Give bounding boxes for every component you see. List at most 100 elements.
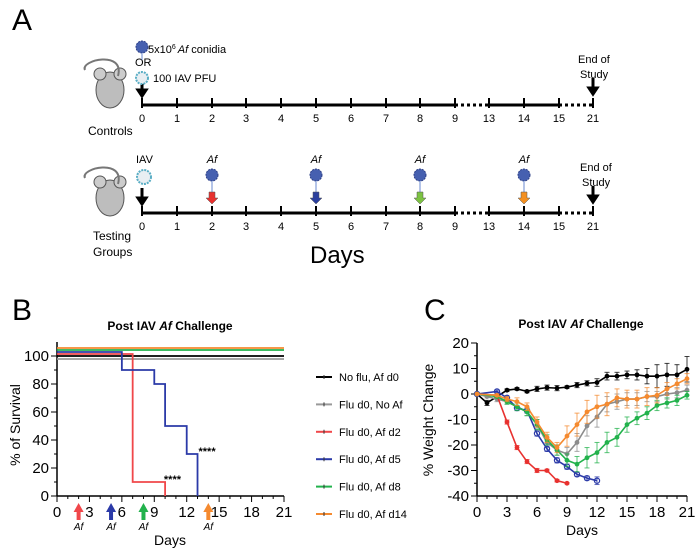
panel-c-label: C [424,294,446,327]
end-study-label-top: End of [578,54,611,66]
data-point [614,373,620,379]
data-point [484,400,490,406]
chart-b-xlabel: Days [154,532,186,548]
timeline-tick-label: 7 [383,113,389,125]
data-point [564,384,570,390]
data-point [554,478,560,484]
data-point [654,403,660,408]
data-point [594,450,600,456]
chart-b-ylabel: % of Survival [7,384,23,466]
data-point [684,376,690,382]
timeline-tick-label: 9 [452,113,458,125]
arrow-down-icon [135,188,149,207]
data-point [574,422,580,428]
data-point [684,392,690,398]
mouse-ear-icon [93,175,107,189]
af-arrow-label: Af [138,522,150,533]
pfu-label: 100 IAV PFU [153,73,216,85]
y-tick-label: -30 [447,463,469,480]
data-point [514,445,520,450]
af-arrow-label: Af [203,522,215,533]
data-point [504,396,510,402]
data-point [664,372,670,378]
y-tick-label: -20 [447,437,469,454]
data-point [664,386,670,392]
controls-label: Controls [88,124,133,138]
data-point [594,404,600,410]
data-point [674,397,680,403]
y-tick-label: 20 [452,335,469,352]
arrow-down-icon [586,186,600,205]
af-arrow-icon [138,503,149,520]
timeline-tick-label: 15 [553,221,565,233]
weight-line-2 [476,393,568,485]
timeline-tick-label: 4 [278,113,284,125]
data-point [534,386,540,392]
data-point [614,434,620,440]
data-point [624,372,630,378]
legend-label: Flu d0, Af d5 [339,454,401,466]
data-point [514,386,520,392]
timeline-tick-label: 15 [553,113,565,125]
data-point [674,372,680,378]
timeline-tick-label: 14 [518,113,530,125]
x-tick-label: 0 [53,504,61,521]
virus-icon [135,71,149,85]
legend-label: No flu, Af d0 [339,372,399,384]
conidia-icon [517,168,531,182]
x-tick-label: 12 [589,504,606,521]
data-point [654,373,660,379]
y-tick-label: -10 [447,412,469,429]
data-point [574,440,580,445]
mouse-icon [95,71,125,109]
timeline-tick-label: 6 [348,113,354,125]
data-point [564,433,570,439]
significance-annotation: **** [164,474,182,486]
data-point [544,434,550,440]
timeline-tick-label: 8 [417,221,423,233]
data-point [644,410,650,416]
iav-label: IAV [136,154,154,166]
mouse-ear-icon [93,67,107,81]
data-point [574,461,580,467]
x-tick-label: 21 [679,504,696,521]
timeline-tick-label: 2 [209,113,215,125]
study-label-bottom: Study [582,177,611,189]
significance-annotation: **** [198,446,216,458]
timeline-tick-label: 3 [243,221,249,233]
af-arrow-icon [106,503,117,520]
data-point [504,387,510,393]
data-point [533,430,541,437]
days-label: Days [310,242,365,269]
data-point [564,457,570,463]
timeline-tick-label: 1 [174,221,180,233]
x-tick-label: 15 [619,504,636,521]
data-point [634,415,640,421]
timeline-tick-label: 8 [417,113,423,125]
study-label-top: Study [580,69,609,81]
data-point [583,474,591,482]
data-point [584,409,590,415]
data-point [684,366,690,372]
x-tick-label: 3 [503,504,511,521]
data-point [674,390,680,396]
data-point [543,445,551,453]
timeline-tick-label: 2 [209,221,215,233]
x-tick-label: 15 [211,504,228,521]
end-study-label-bottom: End of [580,162,613,174]
data-point [604,440,610,445]
timeline-tick-label: 21 [587,221,599,233]
panel-a-label: A [12,4,32,37]
mouse-icon [95,179,125,217]
conidia-icon [205,168,219,182]
data-point [504,419,510,425]
data-point [674,381,680,387]
data-point [594,380,600,385]
timeline-tick-label: 13 [483,113,495,125]
y-tick-label: 10 [452,361,469,378]
timeline-tick-label: 0 [139,113,145,125]
x-tick-label: 3 [85,504,93,521]
data-point [624,422,630,428]
